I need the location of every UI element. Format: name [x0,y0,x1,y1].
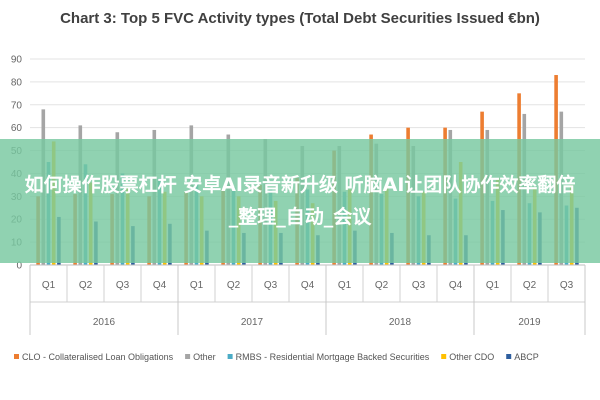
x-tick-label: Q2 [375,280,389,291]
x-tick-label: Q1 [190,280,204,291]
x-tick-label: Q3 [412,280,426,291]
x-tick-label: Q2 [79,280,93,291]
x-tick-label: Q2 [523,280,537,291]
y-tick-label: 60 [11,123,23,134]
y-tick-label: 90 [11,55,23,66]
legend-label: ABCP [514,352,539,362]
y-tick-label: 80 [11,77,23,88]
x-group-label: 2019 [518,317,541,328]
x-tick-label: Q1 [486,280,500,291]
legend-swatch [227,354,233,359]
y-tick-label: 0 [16,261,22,272]
x-tick-label: Q3 [116,280,130,291]
watermark-banner: 如何操作股票杠杆 安卓AI录音新升级 听脑AI让团队协作效率翻倍_整理_自动_会… [0,139,600,263]
x-tick-label: Q4 [449,280,463,291]
x-tick-label: Q3 [560,280,574,291]
legend-label: Other CDO [449,352,494,362]
legend-label: CLO - Collateralised Loan Obligations [22,352,174,362]
x-tick-label: Q3 [264,280,278,291]
legend-swatch [506,354,512,359]
legend-swatch [441,354,447,359]
watermark-text: 如何操作股票杠杆 安卓AI录音新升级 听脑AI让团队协作效率翻倍_整理_自动_会… [24,174,576,228]
x-group-label: 2017 [241,317,264,328]
x-tick-label: Q2 [227,280,241,291]
x-tick-label: Q1 [338,280,352,291]
chart-title: Chart 3: Top 5 FVC Activity types (Total… [60,10,540,27]
x-tick-label: Q4 [153,280,167,291]
legend-label: RMBS - Residential Mortgage Backed Secur… [236,352,430,362]
legend-swatch [185,354,191,359]
legend-label: Other [193,352,216,362]
x-group-label: 2016 [93,317,116,328]
y-tick-label: 70 [11,100,23,111]
legend-swatch [14,354,19,359]
x-group-label: 2018 [389,317,412,328]
legend-layer: CLO - Collateralised Loan Obligations Oth… [14,352,539,362]
x-tick-label: Q4 [301,280,315,291]
x-tick-label: Q1 [42,280,56,291]
